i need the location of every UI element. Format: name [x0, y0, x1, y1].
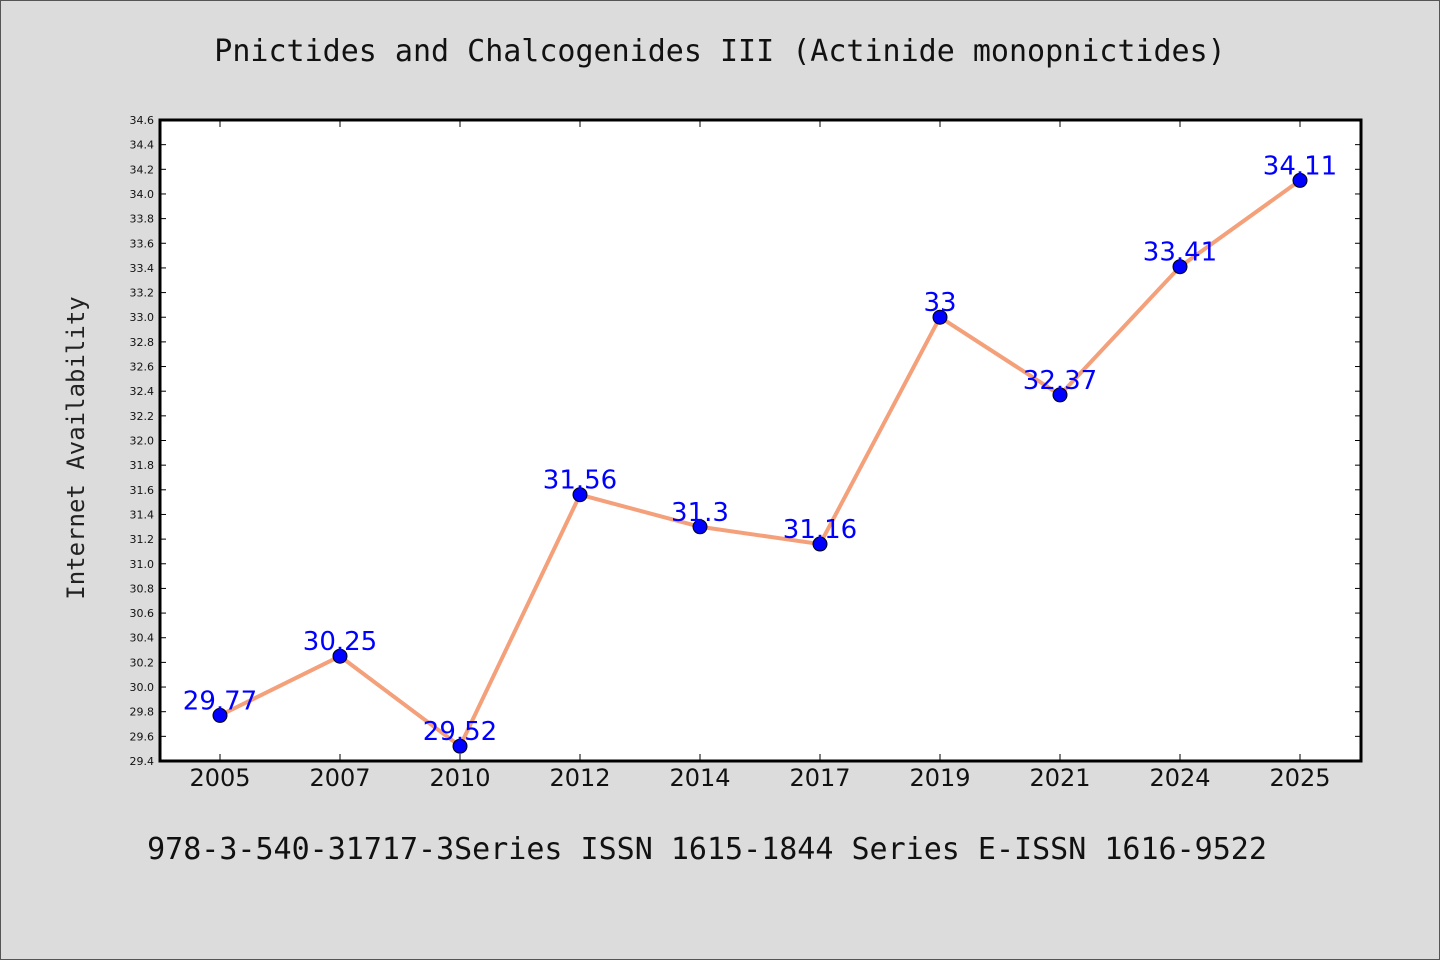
data-label: 29.77: [183, 686, 257, 716]
data-point: [1172, 259, 1188, 275]
y-tick-label: 29.4: [130, 755, 155, 768]
x-tick-label: 2025: [1269, 764, 1330, 792]
data-point: [932, 309, 948, 325]
data-label: 31.56: [543, 466, 617, 496]
y-tick-label: 33.8: [130, 213, 155, 226]
data-label: 32.37: [1023, 366, 1097, 396]
y-tick-label: 33.2: [130, 287, 155, 300]
data-point: [572, 487, 588, 503]
data-point: [452, 738, 468, 754]
x-tick-label: 2005: [189, 764, 250, 792]
x-tick-label: 2007: [309, 764, 370, 792]
chart-title: Pnictides and Chalcogenides III (Actinid…: [214, 34, 1226, 69]
data-point: [1292, 172, 1308, 188]
data-label: 33: [923, 288, 956, 318]
x-tick-label: 2019: [909, 764, 970, 792]
data-label: 30.25: [303, 627, 377, 657]
y-tick-label: 33.0: [130, 311, 155, 324]
data-points: [212, 172, 1308, 754]
x-tick-label: 2010: [429, 764, 490, 792]
y-tick-label: 32.4: [130, 385, 155, 398]
y-tick-label: 29.8: [130, 706, 155, 719]
data-label: 33.41: [1143, 238, 1217, 268]
y-tick-label: 30.2: [130, 656, 155, 669]
y-tick-label: 31.6: [130, 484, 155, 497]
x-tick-label: 2014: [669, 764, 730, 792]
y-tick-label: 34.2: [130, 163, 155, 176]
y-tick-label: 34.6: [130, 114, 155, 127]
y-tick-label: 34.0: [130, 188, 155, 201]
y-tick-label: 29.6: [130, 730, 155, 743]
y-tick-label: 31.2: [130, 533, 155, 546]
footer-text: 978-3-540-31717-3Series ISSN 1615-1844 S…: [147, 832, 1267, 867]
data-label: 29.52: [423, 717, 497, 747]
x-axis: 2005 2007 2010 2012 2014 2017 2019 2021 2024 2025: [189, 120, 1331, 792]
data-labels: 29.77 30.25 29.52 31.56 31.3 31.16 33 32.37 33.4…: [183, 151, 1337, 747]
data-point: [812, 536, 828, 552]
data-point: [212, 707, 228, 723]
y-tick-label: 31.4: [130, 508, 155, 521]
y-tick-label: 32.2: [130, 410, 155, 423]
y-tick-label: 30.0: [130, 681, 155, 694]
y-tick-label: 32.6: [130, 361, 155, 374]
y-tick-label: 31.8: [130, 459, 155, 472]
data-point: [692, 519, 708, 535]
y-tick-label: 34.4: [130, 139, 155, 152]
y-axis: 29.4 29.6 29.8 30.0 30.2 30.4 30.6 30.8 31.0 31.2…: [130, 114, 1361, 768]
y-tick-label: 32.0: [130, 435, 155, 448]
data-label: 31.16: [783, 515, 857, 545]
plot-area: [158, 118, 1363, 763]
data-label: 31.3: [671, 498, 729, 528]
x-tick-label: 2012: [549, 764, 610, 792]
data-point: [1052, 387, 1068, 403]
y-axis-label: Internet Availability: [62, 296, 90, 599]
y-tick-label: 30.6: [130, 607, 155, 620]
x-tick-label: 2024: [1149, 764, 1210, 792]
y-tick-label: 31.0: [130, 558, 155, 571]
series-line-group: [219, 178, 1302, 749]
series-line: [219, 178, 1302, 749]
x-tick-label: 2017: [789, 764, 850, 792]
data-label: 34.11: [1263, 151, 1337, 181]
y-tick-label: 32.8: [130, 336, 155, 349]
y-tick-label: 33.4: [130, 262, 155, 275]
x-tick-label: 2021: [1029, 764, 1090, 792]
y-tick-label: 33.6: [130, 237, 155, 250]
data-point: [332, 648, 348, 664]
y-tick-label: 30.4: [130, 632, 155, 645]
y-tick-label: 30.8: [130, 582, 155, 595]
